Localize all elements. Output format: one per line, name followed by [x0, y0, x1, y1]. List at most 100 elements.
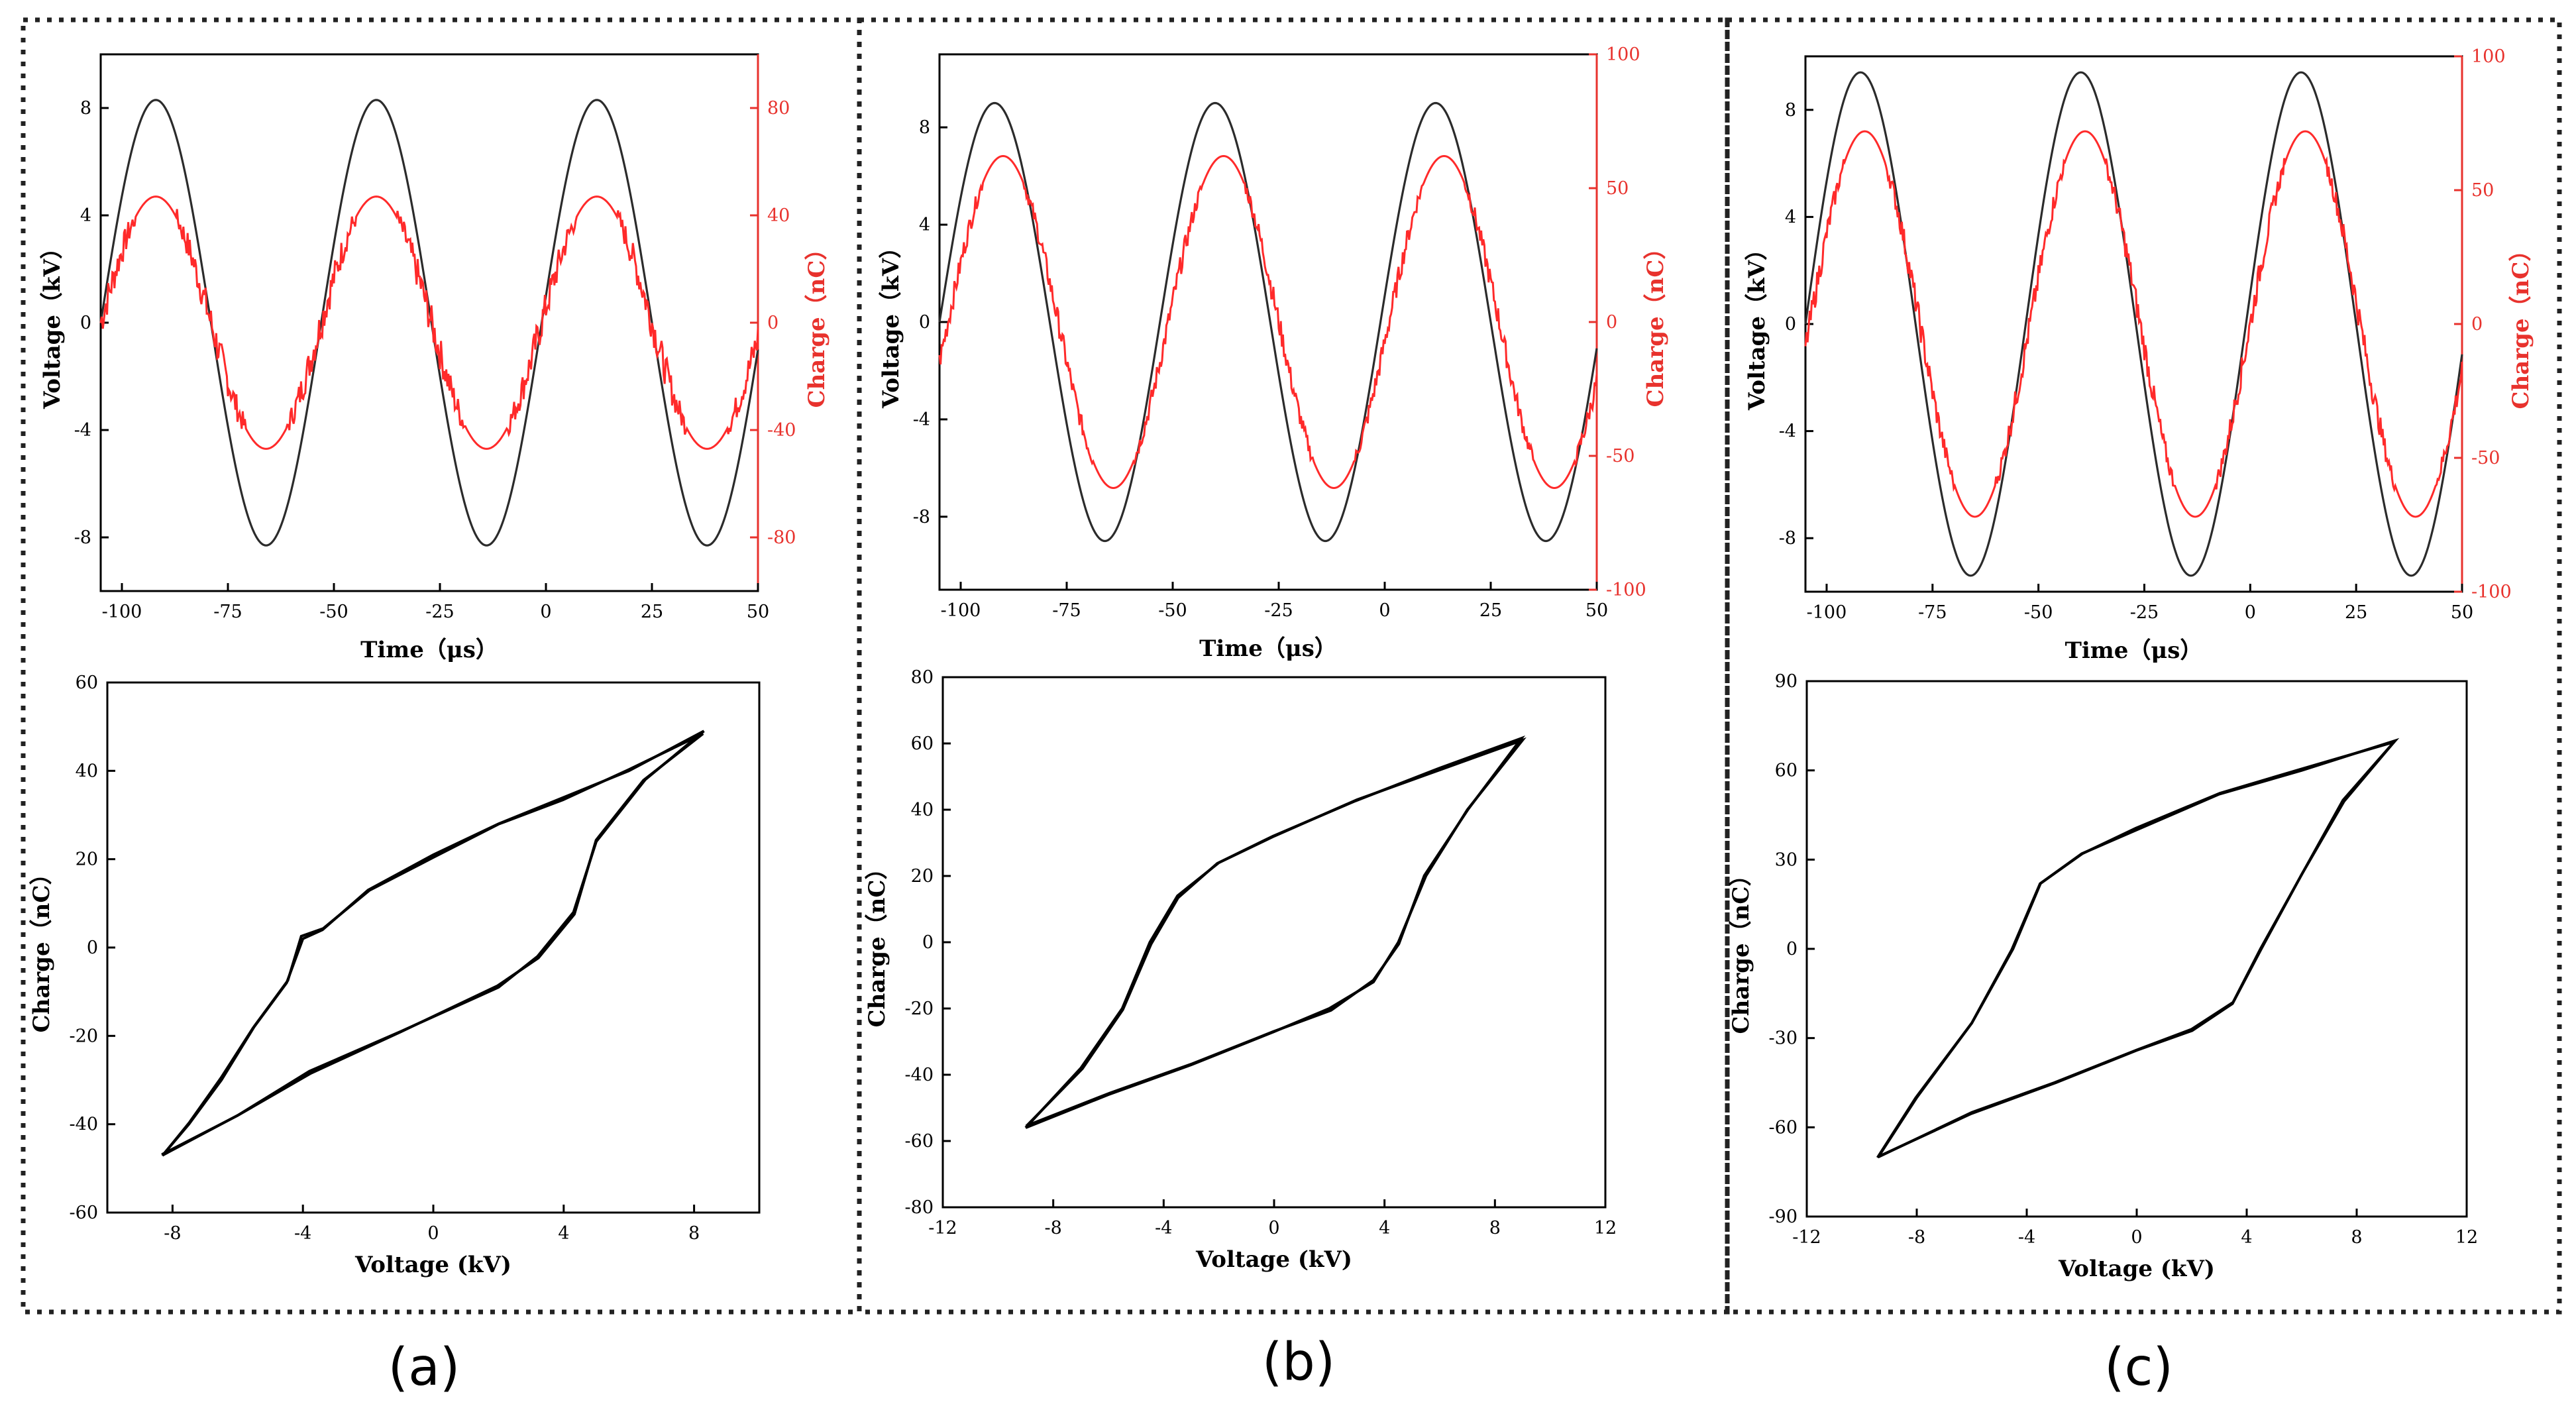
y2-tick-label: -50 — [1606, 446, 1635, 466]
y2-tick-label: -100 — [1606, 580, 1646, 600]
x-tick-label: 4 — [558, 1223, 569, 1244]
y-axis-title: Charge（nC） — [864, 857, 890, 1028]
y-tick-label: -4 — [1779, 421, 1796, 442]
y-tick-label: -30 — [1769, 1028, 1798, 1049]
y-tick-label: 0 — [1785, 314, 1796, 335]
panel-labels: (a) (b) (c) — [388, 1332, 2173, 1397]
x-tick-label: -4 — [2018, 1227, 2035, 1248]
panel-label-b: (b) — [1262, 1332, 1335, 1392]
y2-tick-label: 40 — [767, 205, 790, 226]
y-tick-label: 0 — [919, 312, 930, 333]
x-tick-label: 50 — [2451, 602, 2473, 623]
y-tick-label: -60 — [1769, 1117, 1798, 1138]
y-tick-label: -20 — [70, 1026, 98, 1046]
y-tick-label: -8 — [74, 527, 91, 548]
y-tick-label: 0 — [87, 938, 98, 958]
qv-loop-trace — [1877, 737, 2400, 1159]
y-tick-label: 40 — [76, 761, 98, 781]
y2-tick-label: 50 — [2471, 180, 2494, 201]
y-tick-label: 60 — [911, 734, 934, 754]
x-tick-label: 12 — [2455, 1227, 2478, 1248]
y-tick-label: -4 — [913, 409, 930, 430]
voltage-line — [1804, 71, 2463, 577]
charge-line — [1804, 130, 2463, 518]
x-tick-label: 4 — [1379, 1218, 1390, 1238]
x-tick-label: 0 — [427, 1223, 439, 1244]
x-axis-title: Time（μs） — [360, 637, 498, 663]
x-tick-label: -75 — [1918, 602, 1947, 623]
y2-tick-label: 0 — [767, 313, 778, 333]
y-tick-label: 0 — [1786, 939, 1798, 959]
x-tick-label: -75 — [1052, 600, 1081, 621]
y2-axis-title: Charge（nC） — [2508, 239, 2534, 409]
y-tick-label: 60 — [76, 673, 98, 693]
y2-tick-label: -100 — [2471, 582, 2512, 602]
y-tick-label: 20 — [76, 849, 98, 870]
qv-loop-trace — [1876, 739, 2398, 1159]
y-tick-label: 4 — [80, 205, 91, 226]
qv-loop-trace — [1025, 735, 1526, 1128]
x-axis-title: Voltage (kV) — [354, 1252, 511, 1278]
charge-line — [99, 195, 759, 450]
time-chart-2: -100 -75 -50 -25 0 25 50 -8 -4 0 4 8 -100 -50 0 50 100 Ti… — [1744, 46, 2534, 664]
x-tick-label: -25 — [1264, 600, 1293, 621]
charge-line — [938, 154, 1598, 490]
x-tick-label: -12 — [928, 1218, 957, 1238]
y-tick-label: -40 — [905, 1065, 934, 1085]
frame-c — [1725, 17, 2562, 1315]
x-tick-label: -25 — [2130, 602, 2159, 623]
y-tick-label: 40 — [911, 800, 934, 820]
x-tick-label: 8 — [1489, 1218, 1501, 1238]
y-tick-label: 0 — [80, 313, 91, 333]
charts: -100 -75 -50 -25 0 25 50-8-4048-80-4004080Time… — [28, 44, 2534, 1282]
y-tick-label: 30 — [1775, 849, 1798, 870]
x-axis-title: Voltage (kV) — [1195, 1246, 1352, 1273]
y2-tick-label: -50 — [2471, 448, 2500, 468]
x-tick-label: 50 — [747, 602, 769, 622]
y-tick-label: 20 — [911, 866, 934, 887]
x-tick-label: 25 — [1479, 600, 1502, 621]
x-tick-label: -12 — [1792, 1227, 1821, 1248]
x-tick-label: -8 — [1045, 1218, 1062, 1238]
x-tick-label: 25 — [2345, 602, 2367, 623]
x-axis-title: Voltage (kV) — [2058, 1256, 2215, 1282]
y2-axis-title: Charge（nC） — [1642, 237, 1669, 408]
y-axis-title: Charge（nC） — [28, 863, 55, 1033]
voltage-line — [938, 101, 1598, 543]
y-tick-label: -60 — [905, 1131, 934, 1152]
y-tick-label: -90 — [1769, 1207, 1798, 1227]
frame-b — [857, 17, 1730, 1315]
x-tick-label: 8 — [2351, 1227, 2362, 1248]
panel-label-c: (c) — [2104, 1338, 2173, 1397]
y-tick-label: -8 — [913, 507, 930, 527]
y2-tick-label: 50 — [1606, 178, 1629, 199]
y-tick-label: 8 — [919, 117, 930, 138]
x-axis-title: Time（μs） — [1199, 635, 1337, 662]
time-chart-0: -100 -75 -50 -25 0 25 50-8-4048-80-4004080Time… — [39, 53, 830, 663]
y-axis-title: Voltage（kV） — [1744, 238, 1770, 411]
y-axis-title: Voltage（kV） — [878, 236, 904, 409]
x-tick-label: 50 — [1585, 600, 1608, 621]
x-tick-label: 0 — [540, 602, 551, 622]
x-tick-label: -100 — [102, 602, 142, 622]
plot-frame — [941, 676, 1607, 1209]
qv-loop-trace — [161, 732, 704, 1157]
y2-tick-label: -80 — [767, 527, 796, 548]
y2-tick-label: 0 — [1606, 312, 1617, 333]
y2-tick-label: 100 — [2471, 46, 2506, 67]
y2-tick-label: 0 — [2471, 314, 2483, 335]
y-tick-label: 4 — [919, 215, 930, 235]
x-tick-label: -75 — [213, 602, 242, 622]
x-axis-title: Time（μs） — [2065, 637, 2203, 664]
qv-loop-trace — [162, 730, 705, 1157]
x-tick-label: -50 — [319, 602, 348, 622]
x-tick-label: -50 — [1158, 600, 1187, 621]
loop-chart-1: -12 -8 -4 0 4 8 12-80-60-40-20020406080Voltage… — [864, 667, 1617, 1273]
y2-tick-label: -40 — [767, 420, 796, 441]
y-tick-label: -4 — [74, 420, 91, 441]
x-tick-label: -100 — [941, 600, 981, 621]
y-tick-label: 8 — [80, 98, 91, 119]
x-tick-label: -8 — [1908, 1227, 1925, 1248]
